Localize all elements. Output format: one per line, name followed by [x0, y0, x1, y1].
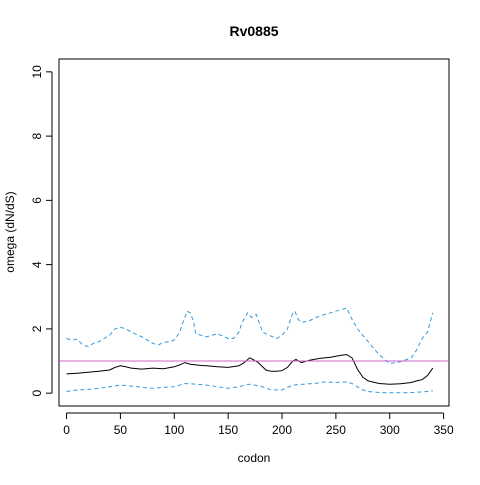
x-tick-label: 0: [63, 423, 70, 437]
x-tick-label: 200: [272, 423, 292, 437]
x-tick-label: 150: [218, 423, 238, 437]
x-tick-label: 250: [326, 423, 346, 437]
y-tick-label: 4: [30, 261, 44, 268]
x-tick-label: 300: [380, 423, 400, 437]
y-tick-label: 8: [30, 132, 44, 139]
y-tick-label: 2: [30, 325, 44, 332]
omega-line: [66, 354, 434, 385]
series-layer: [59, 307, 449, 394]
y-tick-label: 0: [30, 389, 44, 396]
y-tick-label: 10: [30, 65, 44, 79]
x-axis: 0 50 100 150 200 250 300 350: [63, 412, 454, 437]
y-axis-title: omega (dN/dS): [3, 191, 17, 272]
chart-title: Rv0885: [229, 23, 278, 39]
x-tick-label: 100: [164, 423, 184, 437]
x-axis-title: codon: [238, 451, 271, 465]
upper-bound-line: [66, 307, 434, 365]
lower-bound-line: [66, 381, 433, 394]
x-tick-label: 350: [434, 423, 454, 437]
x-tick-label: 50: [114, 423, 128, 437]
plot-frame: [58, 58, 450, 407]
y-axis: 0 2 4 6 8 10: [30, 65, 53, 396]
y-tick-label: 6: [30, 197, 44, 204]
